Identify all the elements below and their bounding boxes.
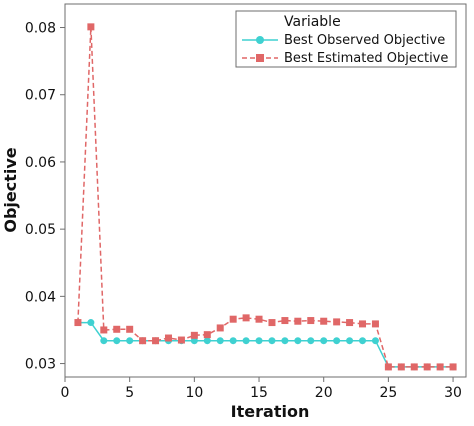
point-estimated: [216, 324, 224, 332]
y-axis: 0.03 0.04 0.05 0.06 0.07 0.08: [25, 21, 65, 373]
point-observed: [359, 337, 367, 345]
y-tick-label: 0.04: [25, 289, 56, 305]
legend-marker-estimated: [256, 54, 264, 62]
x-axis-title: Iteration: [231, 402, 310, 421]
point-estimated: [294, 317, 302, 325]
point-estimated: [268, 319, 276, 327]
point-observed: [294, 337, 302, 345]
point-estimated: [203, 331, 211, 339]
point-estimated: [113, 325, 121, 333]
point-estimated: [423, 363, 431, 371]
legend-marker-observed: [256, 36, 264, 44]
point-estimated: [177, 336, 185, 344]
point-estimated: [436, 363, 444, 371]
y-tick-label: 0.06: [25, 155, 56, 171]
y-tick-label: 0.03: [25, 357, 56, 373]
point-observed: [126, 337, 134, 345]
point-observed: [281, 337, 289, 345]
point-estimated: [126, 325, 134, 333]
point-observed: [113, 337, 121, 345]
point-estimated: [307, 317, 315, 325]
legend-title: Variable: [284, 14, 341, 30]
series-line-observed: [77, 321, 454, 368]
legend: Variable Best Observed Objective Best Es…: [235, 10, 457, 68]
x-tick-label: 30: [444, 385, 462, 401]
point-estimated: [320, 317, 328, 325]
point-observed: [216, 337, 224, 345]
y-axis-title: Objective: [1, 147, 20, 232]
y-tick-label: 0.08: [25, 21, 56, 37]
point-observed: [190, 337, 198, 345]
point-observed: [346, 337, 354, 345]
series-line-estimated: [77, 26, 454, 368]
x-tick-label: 5: [125, 385, 134, 401]
x-tick-label: 15: [250, 385, 268, 401]
point-estimated: [152, 337, 160, 345]
series-layer: [74, 23, 457, 371]
y-tick-label: 0.07: [25, 88, 56, 104]
point-estimated: [100, 326, 108, 334]
point-estimated: [281, 317, 289, 325]
x-tick-label: 25: [379, 385, 397, 401]
point-observed: [100, 337, 108, 345]
point-estimated: [255, 315, 263, 323]
point-estimated: [229, 315, 237, 323]
legend-label-estimated: Best Estimated Objective: [284, 51, 448, 66]
point-estimated: [242, 314, 250, 322]
point-estimated: [410, 363, 418, 371]
point-estimated: [346, 319, 354, 327]
x-tick-label: 10: [185, 385, 203, 401]
plot-frame: [64, 3, 467, 378]
point-estimated: [333, 318, 341, 326]
y-tick-label: 0.05: [25, 222, 56, 238]
point-observed: [333, 337, 341, 345]
x-tick-label: 0: [61, 385, 70, 401]
point-observed: [255, 337, 263, 345]
x-axis: 0 5 10 15 20 25 30: [61, 377, 462, 401]
x-tick-label: 20: [315, 385, 333, 401]
point-observed: [87, 319, 95, 327]
point-estimated: [359, 320, 367, 328]
point-estimated: [190, 331, 198, 339]
point-observed: [320, 337, 328, 345]
point-estimated: [139, 337, 147, 345]
point-observed: [203, 337, 211, 345]
point-estimated: [449, 363, 457, 371]
point-observed: [229, 337, 237, 345]
point-estimated: [87, 23, 95, 31]
point-estimated: [384, 363, 392, 371]
legend-box: [235, 10, 457, 68]
point-estimated: [164, 334, 172, 342]
point-observed: [307, 337, 315, 345]
point-estimated: [397, 363, 405, 371]
point-estimated: [371, 320, 379, 328]
point-observed: [371, 337, 379, 345]
point-observed: [268, 337, 276, 345]
legend-label-observed: Best Observed Objective: [284, 33, 445, 48]
point-observed: [242, 337, 250, 345]
point-estimated: [74, 319, 82, 327]
